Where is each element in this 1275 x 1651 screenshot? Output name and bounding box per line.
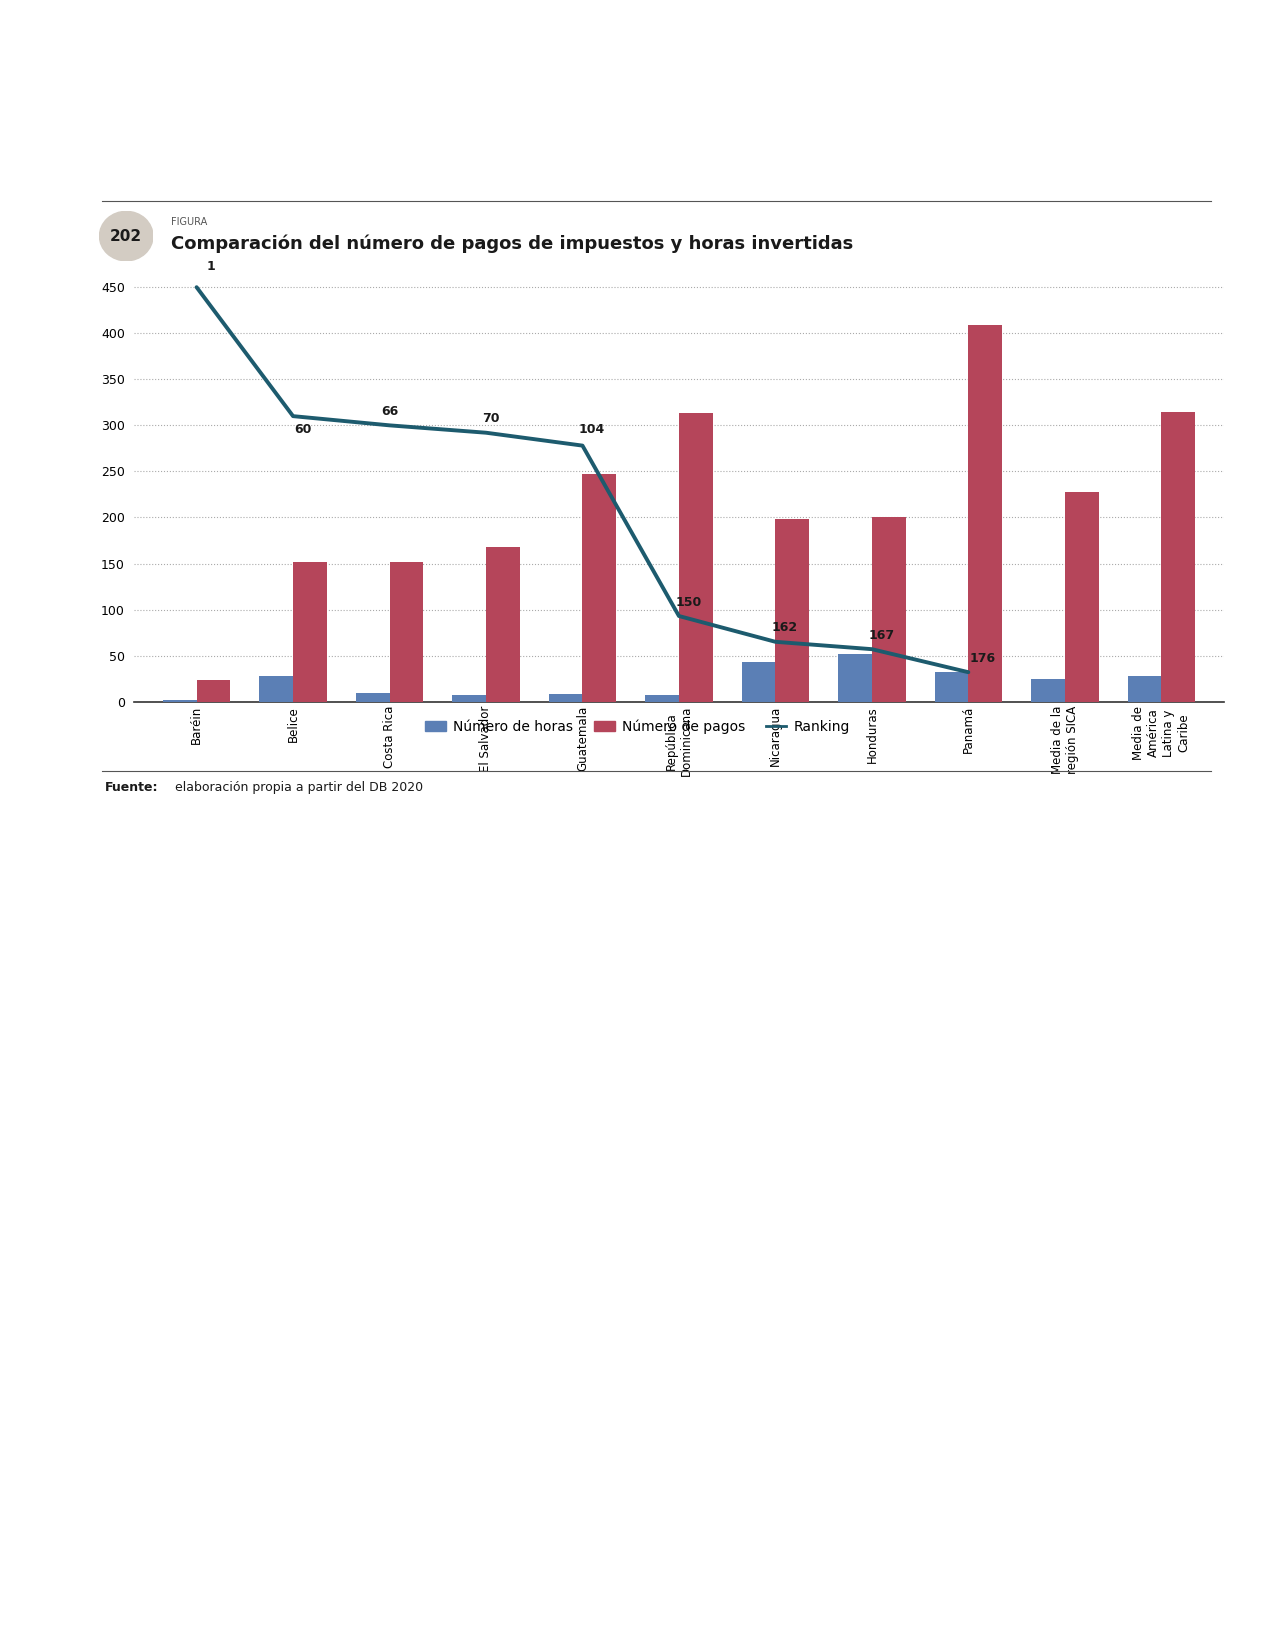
Bar — [196, 680, 231, 702]
Text: elaboración propia a partir del DB 2020: elaboración propia a partir del DB 2020 — [171, 781, 423, 794]
Bar — [1031, 679, 1065, 702]
Bar — [742, 662, 775, 702]
Bar — [678, 413, 713, 702]
Text: FIGURA: FIGURA — [171, 216, 207, 226]
Text: 70: 70 — [482, 413, 500, 426]
Bar — [293, 561, 326, 702]
Text: 176: 176 — [970, 652, 996, 665]
Bar — [163, 700, 196, 702]
Text: 162: 162 — [771, 621, 798, 634]
Legend: Número de horas, Número de pagos, Ranking: Número de horas, Número de pagos, Rankin… — [419, 713, 856, 740]
Bar — [453, 695, 486, 702]
Text: 104: 104 — [579, 423, 606, 436]
Ellipse shape — [99, 211, 153, 261]
Bar — [838, 654, 872, 702]
Text: 202: 202 — [110, 228, 143, 244]
Bar — [645, 695, 678, 702]
Bar — [356, 693, 390, 702]
Text: Fuente:: Fuente: — [105, 781, 158, 794]
Bar — [1065, 492, 1099, 702]
Bar — [1127, 675, 1162, 702]
Text: 167: 167 — [868, 629, 895, 642]
Bar — [390, 561, 423, 702]
Text: 66: 66 — [381, 404, 398, 418]
Bar — [775, 520, 810, 702]
Bar — [935, 672, 968, 702]
Text: 60: 60 — [295, 423, 311, 436]
Bar — [583, 474, 616, 702]
Bar — [548, 695, 583, 702]
Text: 1: 1 — [207, 261, 215, 274]
Bar — [1162, 413, 1195, 702]
Bar — [872, 517, 905, 702]
Bar — [486, 546, 520, 702]
Text: Comparación del número de pagos de impuestos y horas invertidas: Comparación del número de pagos de impue… — [171, 234, 853, 253]
Text: 150: 150 — [676, 596, 701, 609]
Bar — [968, 325, 1002, 702]
Bar — [259, 675, 293, 702]
